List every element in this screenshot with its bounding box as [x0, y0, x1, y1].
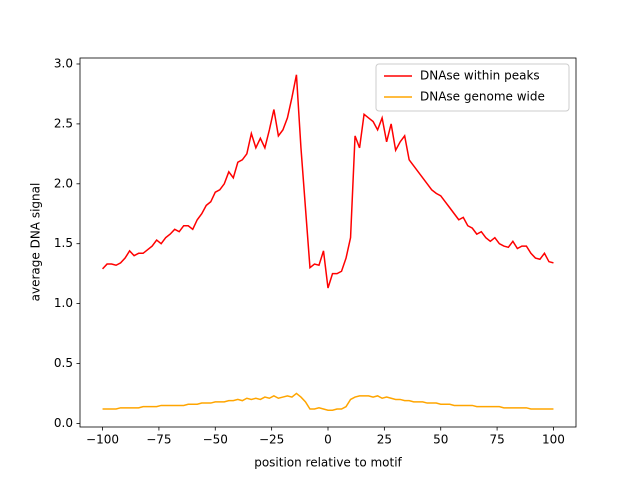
y-axis-label: average DNA signal [29, 183, 43, 302]
x-tick-label: 75 [489, 433, 504, 447]
legend-label: DNAse within peaks [420, 69, 540, 83]
x-axis-label: position relative to motif [254, 456, 402, 470]
y-tick-label: 0.5 [54, 356, 73, 370]
line-series [102, 74, 554, 289]
x-tick-label: 100 [542, 433, 565, 447]
x-tick-label: −100 [86, 433, 119, 447]
line-series [102, 392, 554, 411]
y-tick-label: 2.0 [54, 176, 73, 190]
y-tick-label: 1.5 [54, 236, 73, 250]
y-tick-label: 0.0 [54, 416, 73, 430]
legend-label: DNAse genome wide [420, 90, 545, 104]
x-tick-label: −50 [203, 433, 228, 447]
x-tick-label: −25 [259, 433, 284, 447]
x-tick-label: −75 [146, 433, 171, 447]
x-tick-label: 50 [433, 433, 448, 447]
y-tick-label: 3.0 [54, 56, 73, 70]
x-tick-label: 0 [324, 433, 332, 447]
y-tick-label: 1.0 [54, 296, 73, 310]
plot-frame [79, 57, 577, 428]
y-tick-label: 2.5 [54, 116, 73, 130]
x-tick-label: 25 [377, 433, 392, 447]
legend-box [375, 63, 570, 112]
